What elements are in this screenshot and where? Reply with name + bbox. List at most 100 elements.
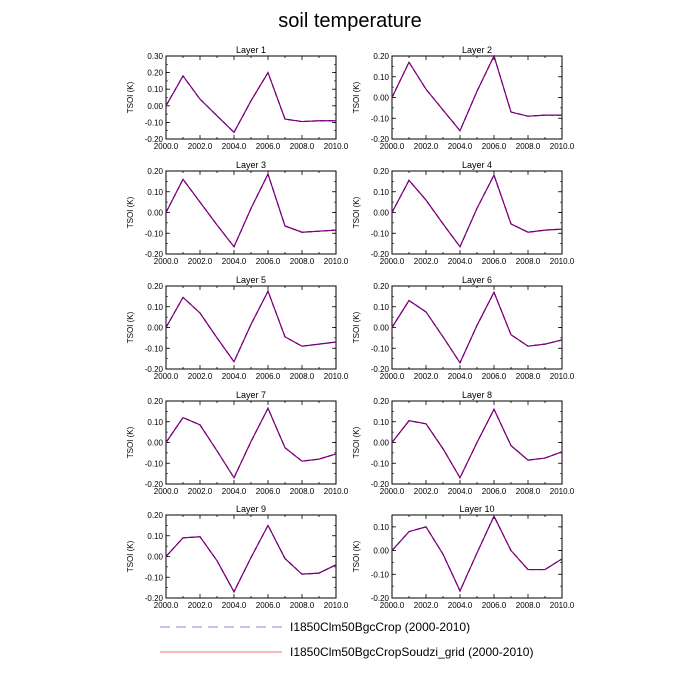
series-line-2	[391, 290, 563, 365]
x-tick-label: 2006.0	[482, 487, 507, 496]
x-tick-label: 2004.0	[222, 487, 247, 496]
x-tick-label: 2004.0	[448, 257, 473, 266]
x-tick-label: 2008.0	[290, 372, 315, 381]
x-tick-label: 2004.0	[222, 372, 247, 381]
y-tick-label: -0.20	[145, 594, 164, 603]
x-tick-label: 2002.0	[414, 372, 439, 381]
x-tick-label: 2002.0	[414, 487, 439, 496]
x-tick-label: 2006.0	[482, 257, 507, 266]
y-tick-label: -0.10	[371, 459, 390, 468]
x-tick-label: 2002.0	[414, 257, 439, 266]
y-tick-label: 0.20	[147, 511, 163, 520]
x-tick-label: 2008.0	[290, 601, 315, 610]
x-tick-label: 2002.0	[414, 142, 439, 151]
y-tick-label: 0.00	[147, 324, 163, 333]
x-tick-label: 2008.0	[290, 487, 315, 496]
y-axis-label: TSOI (K)	[352, 311, 361, 343]
y-tick-label: -0.20	[371, 365, 390, 374]
x-tick-label: 2000.0	[380, 487, 405, 496]
plot-frame	[391, 55, 563, 140]
panel-layer-6: Layer 6 2000.0 2002.0 2004.0 2006.0 2008.0 201…	[352, 275, 575, 381]
plot-frame	[391, 170, 563, 255]
plot-frame	[391, 514, 563, 599]
series-line-2	[165, 524, 337, 594]
series-line-1	[391, 54, 562, 132]
series-line-2	[165, 289, 337, 363]
y-tick-label: 0.20	[147, 397, 163, 406]
y-tick-label: 0.00	[373, 209, 389, 218]
x-tick-label: 2004.0	[448, 487, 473, 496]
y-tick-label: -0.20	[371, 135, 390, 144]
panel-layer-3: Layer 3 2000.0 2002.0 2004.0 2006.0 2008.0 201…	[126, 160, 349, 266]
x-tick-label: 2008.0	[516, 372, 541, 381]
panel-layer-8: Layer 8 2000.0 2002.0 2004.0 2006.0 2008.0 201…	[352, 390, 575, 496]
plot-frame	[391, 285, 563, 370]
y-tick-label: 0.00	[373, 324, 389, 333]
panels: Layer 1 2000.0 2002.0 2004.0 2006.0 2008.0 201…	[126, 45, 575, 610]
y-tick-label: 0.20	[373, 52, 389, 61]
panel-layer-4: Layer 4 2000.0 2002.0 2004.0 2006.0 2008.0 201…	[352, 160, 575, 266]
series-line-2	[391, 407, 563, 480]
series-line-1	[165, 289, 337, 363]
x-tick-label: 2008.0	[516, 142, 541, 151]
y-axis-label: TSOI (K)	[126, 81, 135, 113]
y-tick-label: 0.10	[147, 188, 163, 197]
x-tick-label: 2002.0	[188, 487, 213, 496]
y-tick-label: -0.10	[145, 573, 164, 582]
x-tick-label: 2010.0	[550, 601, 575, 610]
y-tick-label: -0.20	[371, 594, 390, 603]
y-tick-label: 0.20	[373, 397, 389, 406]
y-axis-label: TSOI (K)	[352, 196, 361, 228]
legend: I1850Clm50BgcCrop (2000-2010) I1850Clm50…	[160, 620, 533, 659]
y-tick-label: 0.00	[147, 209, 163, 218]
y-tick-label: 0.10	[373, 418, 389, 427]
x-tick-label: 2008.0	[290, 142, 315, 151]
y-axis-label: TSOI (K)	[126, 426, 135, 458]
legend-label-2: I1850Clm50BgcCropSoudzi_grid (2000-2010)	[290, 645, 533, 659]
y-tick-label: -0.10	[145, 118, 164, 127]
panel-layer-2: Layer 2 2000.0 2002.0 2004.0 2006.0 2008.0 201…	[352, 45, 575, 151]
panel-title: Layer 6	[462, 275, 492, 285]
y-tick-label: 0.10	[147, 418, 163, 427]
panel-title: Layer 2	[462, 45, 492, 55]
x-tick-label: 2010.0	[324, 257, 349, 266]
panel-layer-5: Layer 5 2000.0 2002.0 2004.0 2006.0 2008.0 201…	[126, 275, 349, 381]
y-tick-label: 0.10	[373, 523, 389, 532]
panel-title: Layer 8	[462, 390, 492, 400]
y-tick-label: 0.00	[147, 102, 163, 111]
y-tick-label: 0.10	[147, 532, 163, 541]
panel-layer-10: Layer 10 2000.0 2002.0 2004.0 2006.0 2008.0 20…	[352, 504, 575, 610]
x-tick-label: 2010.0	[550, 257, 575, 266]
x-tick-label: 2004.0	[222, 142, 247, 151]
y-tick-label: -0.20	[145, 135, 164, 144]
y-tick-label: 0.00	[373, 439, 389, 448]
x-tick-label: 2000.0	[380, 601, 405, 610]
plot-frame	[165, 170, 337, 255]
y-tick-label: -0.20	[145, 365, 164, 374]
y-tick-label: -0.10	[371, 229, 390, 238]
x-tick-label: 2000.0	[380, 257, 405, 266]
y-tick-label: -0.20	[145, 480, 164, 489]
panel-title: Layer 4	[462, 160, 492, 170]
y-tick-label: 0.00	[147, 553, 163, 562]
series-line-2	[391, 514, 563, 593]
series-line-2	[391, 54, 562, 132]
y-tick-label: -0.10	[371, 344, 390, 353]
y-axis-label: TSOI (K)	[352, 81, 361, 113]
x-tick-label: 2000.0	[154, 601, 179, 610]
y-tick-label: -0.10	[371, 570, 390, 579]
figure-title: soil temperature	[278, 10, 421, 32]
y-axis-label: TSOI (K)	[352, 426, 361, 458]
x-tick-label: 2004.0	[448, 601, 473, 610]
plot-frame	[165, 55, 337, 140]
x-tick-label: 2000.0	[380, 372, 405, 381]
y-tick-label: 0.00	[373, 94, 389, 103]
y-axis-label: TSOI (K)	[126, 311, 135, 343]
x-tick-label: 2002.0	[414, 601, 439, 610]
x-tick-label: 2010.0	[324, 142, 349, 151]
y-tick-label: 0.20	[373, 167, 389, 176]
series-line-2	[165, 172, 337, 248]
series-line-1	[391, 290, 563, 365]
panel-layer-1: Layer 1 2000.0 2002.0 2004.0 2006.0 2008.0 201…	[126, 45, 349, 151]
